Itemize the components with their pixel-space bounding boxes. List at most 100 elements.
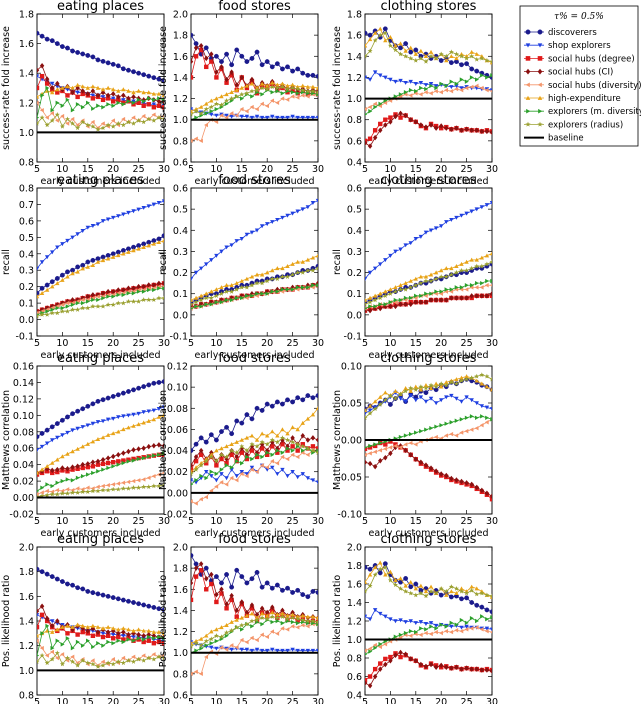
data-point	[224, 80, 229, 85]
data-point	[214, 69, 219, 75]
data-point	[280, 427, 285, 432]
data-point	[372, 642, 377, 648]
data-point	[280, 454, 285, 460]
data-point	[131, 600, 136, 605]
data-point	[264, 86, 270, 92]
data-point	[204, 654, 208, 660]
plot-frame	[36, 187, 165, 337]
data-point	[378, 305, 383, 312]
data-point	[191, 277, 194, 282]
x-tick-label: 15	[410, 338, 422, 349]
data-point	[367, 32, 373, 38]
data-point	[275, 618, 280, 624]
data-point	[479, 627, 484, 632]
data-point	[474, 666, 479, 672]
data-point	[65, 451, 70, 456]
data-point	[444, 87, 449, 93]
data-point	[198, 636, 204, 641]
data-point	[203, 565, 209, 571]
data-point	[295, 448, 300, 453]
data-point	[439, 398, 444, 403]
data-point	[141, 445, 146, 451]
data-point	[398, 445, 403, 450]
data-point	[39, 467, 45, 472]
data-point	[378, 302, 383, 307]
data-point	[214, 478, 219, 483]
data-point	[100, 487, 106, 493]
data-point	[300, 259, 305, 264]
data-point	[489, 201, 492, 205]
data-point	[300, 443, 306, 449]
x-tick-label: 20	[435, 338, 447, 349]
y-tick-label: -0.02	[9, 510, 34, 521]
data-point	[290, 68, 295, 74]
data-point	[270, 629, 275, 634]
data-point	[224, 623, 229, 627]
y-tick-label: 0.08	[167, 404, 188, 415]
data-point	[310, 72, 316, 78]
y-tick-label: 1.6	[19, 39, 34, 50]
data-point	[90, 123, 96, 129]
data-point	[161, 93, 164, 98]
data-point	[50, 85, 55, 91]
data-point	[310, 447, 316, 453]
data-point	[260, 454, 265, 460]
data-point	[428, 396, 434, 401]
data-point	[464, 624, 469, 629]
data-point	[100, 258, 106, 263]
data-point	[239, 53, 245, 59]
data-point	[131, 387, 136, 393]
data-point	[414, 629, 418, 635]
data-point	[275, 472, 280, 477]
data-point	[44, 464, 50, 469]
data-point	[459, 261, 464, 266]
data-point	[105, 660, 111, 666]
data-point	[408, 49, 414, 55]
data-point	[365, 408, 368, 413]
data-point	[75, 639, 80, 645]
y-tick-label: 0.6	[173, 691, 188, 702]
data-point	[121, 427, 126, 432]
data-point	[44, 305, 50, 311]
data-point	[269, 614, 275, 619]
data-point	[91, 297, 96, 303]
data-point	[489, 387, 492, 392]
data-point	[161, 295, 164, 301]
data-point	[254, 228, 260, 233]
data-point	[95, 294, 100, 299]
data-point	[419, 428, 424, 434]
data-point	[126, 95, 131, 102]
data-point	[229, 114, 234, 119]
data-point	[270, 429, 275, 434]
data-point	[120, 485, 126, 491]
data-point	[191, 75, 194, 80]
data-point	[146, 102, 151, 107]
data-point	[285, 437, 291, 443]
data-point	[448, 49, 454, 55]
data-point	[377, 570, 383, 576]
data-point	[229, 283, 234, 288]
data-point	[388, 445, 393, 450]
data-point	[372, 673, 378, 680]
data-point	[480, 73, 485, 78]
data-point	[229, 597, 234, 603]
data-point	[408, 393, 413, 398]
data-point	[469, 375, 475, 380]
data-point	[85, 53, 91, 58]
data-point	[209, 474, 214, 479]
data-point	[234, 645, 239, 650]
data-point	[224, 92, 229, 97]
data-point	[213, 293, 219, 298]
data-point	[433, 434, 438, 440]
legend-marker	[537, 68, 543, 75]
data-point	[96, 641, 101, 646]
data-point	[208, 454, 214, 460]
data-point	[50, 467, 55, 474]
data-point	[209, 112, 214, 117]
data-point	[459, 617, 464, 623]
data-point	[489, 609, 492, 615]
x-tick-label: 30	[312, 516, 324, 527]
data-point	[239, 574, 245, 579]
data-point	[44, 427, 50, 433]
data-point	[428, 631, 433, 637]
